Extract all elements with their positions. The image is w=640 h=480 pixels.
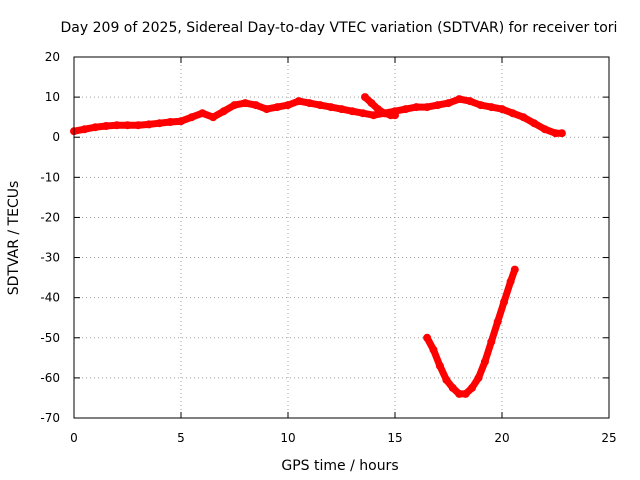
- data-point: [442, 375, 451, 384]
- data-point: [102, 122, 111, 130]
- data-point: [519, 113, 528, 122]
- data-point: [455, 389, 464, 398]
- data-point: [461, 389, 470, 398]
- x-tick-label: 10: [280, 431, 295, 445]
- data-point: [476, 101, 485, 110]
- data-point: [123, 121, 132, 130]
- data-point: [429, 345, 438, 354]
- y-tick-label: 0: [52, 130, 60, 144]
- data-point: [412, 103, 421, 112]
- data-point: [498, 105, 506, 114]
- data-point: [80, 125, 89, 134]
- x-tick-label: 20: [494, 431, 509, 445]
- data-point: [508, 109, 517, 118]
- data-point: [557, 129, 566, 138]
- x-axis-label: GPS time / hours: [281, 458, 398, 474]
- data-point: [273, 103, 282, 112]
- data-point: [262, 105, 271, 114]
- data-point: [435, 361, 444, 370]
- data-point: [166, 118, 175, 126]
- data-point: [230, 101, 239, 110]
- data-point: [487, 103, 496, 112]
- y-axis-label: SDTVAR / TECUs: [6, 181, 22, 296]
- data-point: [423, 103, 432, 112]
- y-tick-label: -50: [40, 331, 60, 345]
- data-point: [455, 95, 464, 104]
- data-point: [500, 297, 509, 306]
- data-point: [380, 109, 389, 118]
- data-point: [209, 113, 218, 122]
- data-point: [530, 119, 539, 128]
- axis-ticks: 0 5 10 15 20 25 -70 -60 -50 -40 -30 -20 -10 0 10 20: [40, 50, 616, 445]
- data-point: [326, 103, 335, 112]
- data-point: [144, 120, 153, 129]
- x-tick-label: 5: [177, 431, 185, 445]
- y-tick-label: -10: [40, 170, 60, 184]
- data-point: [112, 121, 121, 130]
- data-point: [540, 125, 549, 134]
- y-tick-label: -60: [40, 371, 60, 385]
- data-point: [305, 99, 314, 108]
- y-tick-label: 10: [45, 90, 60, 104]
- data-point: [294, 97, 303, 106]
- data-point: [369, 111, 378, 120]
- data-point: [465, 97, 474, 106]
- x-tick-label: 15: [387, 431, 402, 445]
- data-point: [155, 119, 164, 128]
- data-point: [361, 93, 369, 102]
- data-point: [337, 105, 346, 114]
- data-point: [401, 105, 410, 114]
- data-point: [444, 99, 453, 108]
- data-point: [251, 101, 260, 110]
- data-point: [241, 99, 250, 108]
- data-point: [373, 105, 382, 114]
- data-point: [510, 265, 519, 274]
- data-point: [423, 333, 432, 342]
- data-point: [219, 107, 228, 116]
- data-point: [487, 337, 496, 346]
- data-point: [284, 101, 292, 110]
- data-point: [316, 101, 325, 110]
- y-tick-label: -40: [40, 291, 60, 305]
- chart-title: Day 209 of 2025, Sidereal Day-to-day VTE…: [61, 20, 618, 36]
- x-tick-label: 25: [601, 431, 616, 445]
- data-point: [348, 107, 357, 116]
- data-point: [187, 113, 196, 122]
- data-point: [480, 357, 489, 366]
- y-tick-label: -70: [40, 411, 60, 425]
- data-point: [506, 277, 515, 286]
- data-point: [474, 373, 483, 382]
- x-tick-label: 0: [70, 431, 78, 445]
- data-point: [367, 99, 376, 108]
- data-series: [70, 93, 566, 398]
- data-point: [468, 383, 476, 392]
- data-point: [198, 109, 207, 118]
- data-point: [177, 117, 185, 126]
- y-tick-label: 20: [45, 50, 60, 64]
- data-point: [358, 109, 367, 118]
- data-point: [433, 101, 442, 110]
- y-tick-label: -20: [40, 210, 60, 224]
- plot-frame: [73, 56, 610, 419]
- data-point: [448, 383, 457, 392]
- data-point: [493, 317, 502, 326]
- data-point: [391, 111, 399, 120]
- y-tick-label: -30: [40, 251, 60, 265]
- data-point: [551, 129, 560, 138]
- data-point: [91, 123, 100, 132]
- data-point: [134, 121, 143, 130]
